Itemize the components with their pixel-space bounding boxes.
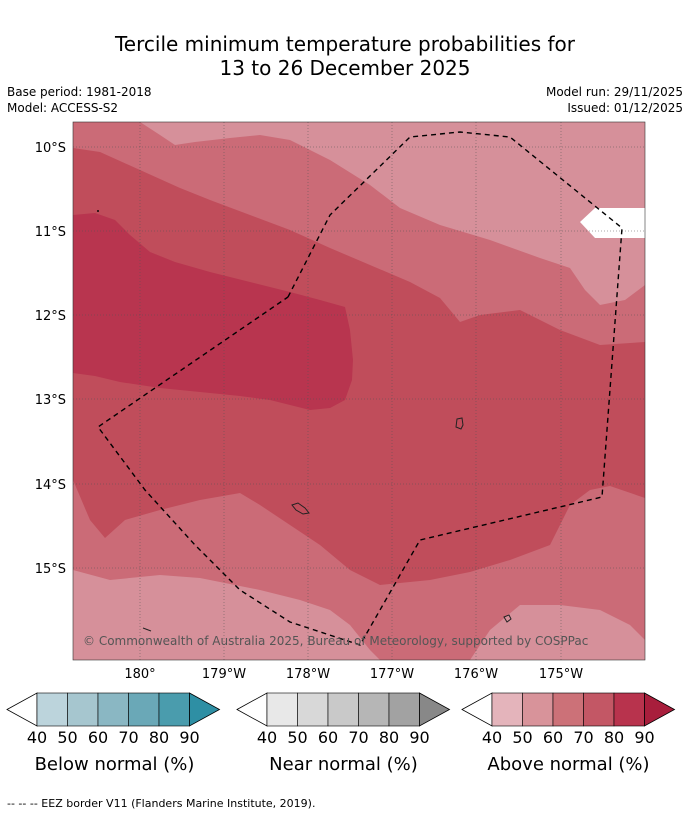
field-80-90 xyxy=(73,213,353,410)
longitude-labels: 180° 179°W 178°W 177°W 176°W 175°W xyxy=(124,667,583,682)
title-line-1: Tercile minimum temperature probabilitie… xyxy=(114,32,576,56)
model-name: Model: ACCESS-S2 xyxy=(7,101,119,115)
lat-label: 11°S xyxy=(35,225,66,240)
colorbar-segment xyxy=(36,692,68,727)
colorbar-tick-label: 70 xyxy=(573,728,593,747)
colorbar-tick-label: 50 xyxy=(287,728,307,747)
colorbar-segment xyxy=(388,692,420,727)
lat-label: 14°S xyxy=(35,478,66,493)
lon-label: 175°W xyxy=(539,667,583,682)
colorbar-extend-low xyxy=(6,692,38,727)
lon-label: 177°W xyxy=(370,667,414,682)
island-southeast xyxy=(503,614,512,623)
map-title: Tercile minimum temperature probabilitie… xyxy=(0,32,690,80)
near-normal-title: Near normal (%) xyxy=(269,754,418,775)
near-colorbar: 40 50 60 70 80 90 xyxy=(236,692,451,747)
colorbar-segment xyxy=(158,692,190,727)
meta-right: Model run: 29/11/2025 Issued: 01/12/2025 xyxy=(546,84,683,116)
colorbar-segment xyxy=(266,692,298,727)
colorbar-tick-label: 60 xyxy=(318,728,338,747)
colorbar-tick-label: 40 xyxy=(257,728,277,747)
lat-label: 12°S xyxy=(35,309,66,324)
lat-label: 10°S xyxy=(35,141,66,156)
eez-border xyxy=(97,131,623,646)
issued-date: Issued: 01/12/2025 xyxy=(567,101,683,115)
meta-left: Base period: 1981-2018 Model: ACCESS-S2 xyxy=(7,84,152,116)
colorbar-segment xyxy=(128,692,160,727)
colorbar-tick-label: 70 xyxy=(118,728,138,747)
colorbar-tick-label: 90 xyxy=(634,728,654,747)
lon-label: 180° xyxy=(124,667,155,682)
colorbar-segment xyxy=(613,692,645,727)
colorbar-tick-label: 80 xyxy=(149,728,169,747)
lat-label: 15°S xyxy=(35,562,66,577)
colorbar-tick-label: 80 xyxy=(379,728,399,747)
above-colorbar: 40 50 60 70 80 90 xyxy=(461,692,676,747)
colorbar-segment xyxy=(67,692,99,727)
eez-footnote: -- -- -- EEZ border V11 (Flanders Marine… xyxy=(7,797,316,810)
colorbars: 40 50 60 70 80 90 40 50 60 70 80 90 40 50 60 70 80 90 xyxy=(6,692,676,747)
colorbar-tick-label: 80 xyxy=(604,728,624,747)
base-period: Base period: 1981-2018 xyxy=(7,85,152,99)
title-line-2: 13 to 26 December 2025 xyxy=(219,56,471,80)
colorbar-segment xyxy=(327,692,359,727)
lat-label: 13°S xyxy=(35,393,66,408)
colorbar-segment xyxy=(97,692,129,727)
colorbar-segment xyxy=(491,692,523,727)
colorbar-tick-label: 90 xyxy=(409,728,429,747)
colorbar-tick-label: 70 xyxy=(348,728,368,747)
island-east xyxy=(455,417,464,430)
colorbar-segment xyxy=(358,692,390,727)
lon-label: 178°W xyxy=(286,667,330,682)
colorbar-segment xyxy=(552,692,584,727)
model-run: Model run: 29/11/2025 xyxy=(545,85,683,99)
field-70-80 xyxy=(73,148,645,585)
lon-label: 179°W xyxy=(202,667,246,682)
lon-label: 176°W xyxy=(454,667,498,682)
coast-white-gap xyxy=(580,208,645,238)
colorbar-extend-high xyxy=(189,692,221,727)
field-50-60-south xyxy=(73,570,380,660)
colorbar-segment xyxy=(583,692,615,727)
colorbar-extend-high xyxy=(644,692,676,727)
below-colorbar: 40 50 60 70 80 90 xyxy=(6,692,221,747)
colorbar-tick-label: 60 xyxy=(543,728,563,747)
copyright-text: © Commonwealth of Australia 2025, Bureau… xyxy=(83,634,588,648)
graticule xyxy=(73,122,645,660)
island-southwest xyxy=(142,627,152,632)
colorbar-extend-high xyxy=(419,692,451,727)
colorbar-tick-label: 40 xyxy=(27,728,47,747)
islands xyxy=(142,417,512,632)
island-central xyxy=(291,502,310,515)
colorbar-tick-label: 50 xyxy=(512,728,532,747)
probability-field xyxy=(73,122,645,660)
colorbar-extend-low xyxy=(236,692,268,727)
colorbar-tick-label: 50 xyxy=(57,728,77,747)
above-normal-title: Above normal (%) xyxy=(487,754,650,775)
colorbar-tick-label: 40 xyxy=(482,728,502,747)
latitude-labels: 10°S 11°S 12°S 13°S 14°S 15°S xyxy=(35,141,66,577)
colorbar-extend-low xyxy=(461,692,493,727)
field-50-60-southeast xyxy=(470,605,645,660)
map-frame xyxy=(72,121,646,661)
colorbar-segment xyxy=(297,692,329,727)
colorbar-tick-label: 90 xyxy=(179,728,199,747)
colorbar-segment xyxy=(522,692,554,727)
field-50-60-region xyxy=(140,122,645,305)
below-normal-title: Below normal (%) xyxy=(34,754,195,775)
colorbar-tick-label: 60 xyxy=(88,728,108,747)
